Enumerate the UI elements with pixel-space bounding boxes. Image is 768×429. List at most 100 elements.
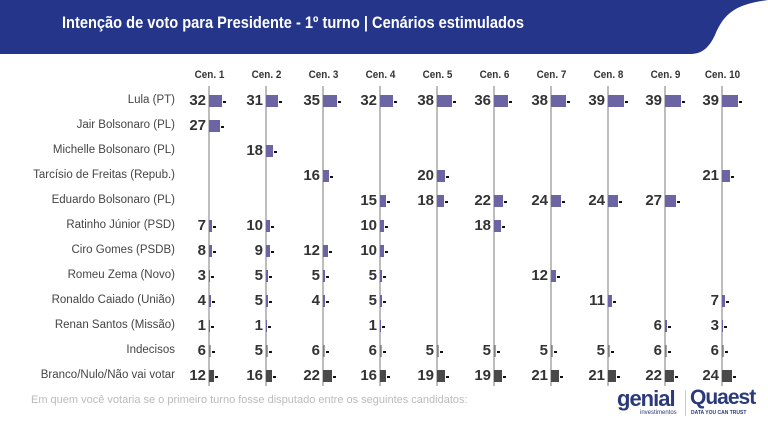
- bar: [209, 95, 222, 107]
- bar-end-marker: [732, 376, 736, 378]
- bar: [722, 295, 725, 307]
- axis-line: [550, 86, 552, 386]
- bar: [209, 270, 211, 282]
- value-label: 16: [246, 367, 263, 384]
- bar: [209, 295, 211, 307]
- value-label: 38: [531, 92, 548, 109]
- value-label: 32: [189, 92, 206, 109]
- bar: [722, 320, 724, 332]
- value-label: 18: [474, 217, 491, 234]
- bar: [323, 295, 325, 307]
- value-label: 5: [368, 267, 377, 284]
- bar-end-marker: [338, 101, 341, 103]
- value-label: 12: [531, 267, 548, 284]
- value-label: 16: [303, 167, 320, 184]
- row-label: Michelle Bolsonaro (PL): [52, 144, 175, 156]
- value-label: 22: [645, 367, 662, 384]
- bar-end-marker: [213, 251, 217, 253]
- value-label: 1: [197, 317, 206, 334]
- bar: [266, 295, 268, 307]
- bar: [551, 345, 553, 357]
- row-label: Eduardo Bolsonaro (PL): [51, 194, 175, 206]
- bar-end-marker: [445, 376, 449, 378]
- value-label: 24: [588, 192, 605, 209]
- bar-end-marker: [668, 351, 672, 353]
- bar: [494, 370, 502, 382]
- bar: [323, 370, 332, 382]
- bar-end-marker: [618, 201, 622, 203]
- value-label: 12: [189, 367, 206, 384]
- value-label: 3: [710, 317, 719, 334]
- axis-line: [208, 86, 210, 386]
- row-label: Jair Bolsonaro (PL): [76, 119, 175, 131]
- bar-end-marker: [211, 301, 215, 303]
- genial-logo-subtitle: investimentos: [640, 410, 677, 416]
- bar: [665, 95, 681, 107]
- value-label: 5: [596, 342, 605, 359]
- row-label: Renan Santos (Missão): [54, 319, 175, 331]
- bar: [722, 370, 732, 382]
- bar: [665, 345, 668, 357]
- value-label: 39: [588, 92, 605, 109]
- bar: [494, 345, 496, 357]
- bar-end-marker: [326, 351, 330, 353]
- bar: [665, 370, 674, 382]
- column-header-8: Cen. 8: [593, 69, 624, 81]
- bar: [494, 220, 502, 232]
- bar-end-marker: [385, 251, 388, 253]
- bar: [266, 270, 268, 282]
- bar: [608, 95, 624, 107]
- bar-end-marker: [556, 276, 560, 278]
- row-label: Ciro Gomes (PSDB): [71, 244, 175, 256]
- value-label: 5: [482, 342, 491, 359]
- bar-end-marker: [502, 376, 506, 378]
- bar-end-marker: [328, 251, 332, 253]
- value-label: 10: [360, 217, 377, 234]
- bar: [323, 170, 330, 182]
- bar-end-marker: [332, 376, 336, 378]
- bar-end-marker: [212, 351, 216, 353]
- bar-end-marker: [383, 276, 386, 278]
- bar-end-marker: [561, 201, 565, 203]
- bar-end-marker: [725, 301, 729, 303]
- bar: [323, 270, 325, 282]
- bar: [209, 345, 212, 357]
- bar: [380, 95, 393, 107]
- bar-end-marker: [724, 326, 728, 328]
- bar: [323, 95, 337, 107]
- bar: [551, 195, 561, 207]
- genial-logo: genial: [617, 386, 676, 411]
- bar: [722, 95, 738, 107]
- column-header-6: Cen. 6: [479, 69, 510, 81]
- axis-line: [493, 86, 495, 386]
- bar: [209, 245, 213, 257]
- value-label: 6: [710, 342, 719, 359]
- bar-end-marker: [273, 376, 277, 378]
- value-label: 32: [360, 92, 377, 109]
- value-label: 31: [246, 92, 263, 109]
- bar: [380, 220, 384, 232]
- bar-end-marker: [220, 126, 224, 128]
- bar: [380, 270, 382, 282]
- bar-end-marker: [502, 226, 506, 228]
- row-label: Ronaldo Caiado (União): [51, 294, 175, 306]
- bar-end-marker: [445, 201, 449, 203]
- value-label: 27: [189, 117, 206, 134]
- quaest-logo: Quaest: [690, 386, 756, 409]
- bar: [437, 170, 445, 182]
- value-label: 18: [417, 192, 434, 209]
- value-label: 1: [254, 317, 263, 334]
- value-label: 10: [360, 242, 377, 259]
- value-label: 36: [474, 92, 491, 109]
- bar-end-marker: [497, 351, 500, 353]
- value-label: 21: [702, 167, 719, 184]
- bar: [209, 320, 210, 332]
- bar: [551, 270, 556, 282]
- value-label: 22: [303, 367, 320, 384]
- value-label: 20: [417, 167, 434, 184]
- value-label: 4: [311, 292, 320, 309]
- bar-end-marker: [440, 351, 443, 353]
- row-label: Ratinho Júnior (PSD): [66, 219, 175, 231]
- bar-end-marker: [383, 301, 386, 303]
- value-label: 11: [589, 292, 605, 309]
